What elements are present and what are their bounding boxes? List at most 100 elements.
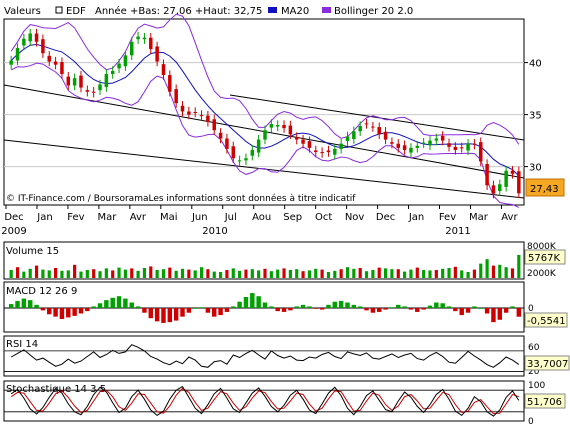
- macd-panel: MACD 12 26 9 0 -0,5541: [3, 281, 568, 333]
- series-swatch-edf: [55, 6, 63, 14]
- rsi-tick-60: 60: [528, 343, 540, 353]
- macd-bar: [415, 308, 420, 312]
- rsi-line: [4, 344, 524, 372]
- candle-body: [326, 150, 331, 153]
- date-tick-label: Oct: [315, 212, 332, 223]
- volume-bar: [333, 270, 337, 278]
- volume-bar: [466, 272, 470, 278]
- macd-bar: [256, 296, 261, 308]
- volume-bar: [130, 268, 134, 278]
- header-label-year-range: Année +Bas: 27,06 +Haut: 32,75: [95, 5, 262, 17]
- ma20-polyline: [10, 43, 520, 177]
- volume-bar: [320, 269, 324, 278]
- macd-bar: [91, 306, 96, 308]
- year-label: 2010: [202, 226, 227, 237]
- macd-bar: [218, 308, 223, 316]
- volume-bar: [174, 270, 178, 278]
- volume-bar: [307, 270, 312, 278]
- candle-body: [72, 78, 77, 86]
- candle-body: [479, 142, 483, 162]
- macd-bar: [497, 308, 503, 320]
- macd-bar: [123, 298, 128, 308]
- price-y-tick-label: 30: [529, 163, 542, 174]
- macd-bar: [192, 308, 198, 309]
- macd-bar: [427, 305, 433, 308]
- ma20-line: [10, 43, 520, 177]
- date-tick-label: Jul: [224, 212, 237, 223]
- macd-panel-title: MACD 12 26 9: [6, 286, 77, 297]
- year-label: 2009: [1, 226, 26, 237]
- macd-bar: [104, 300, 109, 308]
- candle-body: [294, 136, 299, 140]
- candle-body: [231, 146, 236, 159]
- candle-body: [123, 55, 128, 67]
- volume-tick-low: 2000K: [527, 269, 557, 279]
- candle-body: [85, 90, 90, 92]
- stochastic-last-box: [524, 393, 566, 409]
- volume-bar: [123, 269, 127, 278]
- price-grid: [4, 62, 524, 168]
- candle-body: [98, 84, 102, 91]
- volume-bar: [187, 269, 191, 278]
- macd-bar: [250, 293, 255, 308]
- volume-bar: [199, 267, 204, 278]
- candle-body: [434, 138, 439, 141]
- date-axis: Dec Jan Fev Mar Avr Mai Jun Jul Aou Sep Oct Nov Dec J…: [1, 205, 518, 237]
- volume-bar: [276, 269, 280, 278]
- volume-bar: [212, 271, 216, 278]
- volume-bar: [288, 270, 292, 278]
- macd-bar: [275, 308, 280, 312]
- volume-bar: [498, 264, 502, 278]
- macd-bar: [231, 306, 236, 308]
- macd-bar: [8, 304, 14, 308]
- date-tick-label: Nov: [345, 212, 365, 223]
- macd-bar: [205, 308, 211, 313]
- volume-bar: [460, 270, 464, 278]
- macd-bar: [66, 308, 71, 318]
- volume-bar: [155, 270, 159, 278]
- volume-bar: [485, 259, 489, 278]
- macd-bar: [288, 308, 293, 311]
- candle-body: [485, 164, 489, 186]
- volume-bar: [345, 267, 350, 278]
- macd-bar: [491, 308, 496, 323]
- bollinger-lower-band: [10, 62, 520, 208]
- candle-body: [339, 143, 343, 149]
- macd-bar: [300, 304, 306, 308]
- candle-body: [352, 131, 356, 140]
- macd-bar: [85, 308, 90, 312]
- macd-bar: [59, 308, 65, 319]
- price-y-tick-label: 35: [529, 111, 542, 122]
- candle-body: [358, 126, 362, 132]
- stochastic-panel-title: Stochastique 14 3 5: [6, 384, 106, 395]
- rsi-tick-20: 20: [528, 367, 540, 377]
- volume-bar: [28, 268, 32, 278]
- candle-body: [218, 132, 223, 139]
- macd-bar: [154, 308, 160, 322]
- macd-bar: [142, 308, 147, 313]
- rsi-panel-title: RSI 14: [6, 339, 38, 350]
- volume-bar: [409, 269, 413, 278]
- candle-body: [377, 127, 381, 135]
- candle-body: [212, 119, 216, 131]
- candle-body: [383, 131, 388, 140]
- volume-bar: [510, 268, 515, 278]
- stochastic-panel-frame: [3, 380, 525, 422]
- date-tick-label: Mai: [160, 212, 178, 223]
- macd-bar: [40, 308, 46, 311]
- volume-bar: [206, 269, 210, 278]
- volume-bar: [238, 270, 242, 278]
- volume-bar: [282, 268, 286, 278]
- candle-body: [9, 60, 13, 65]
- candle-body: [288, 125, 293, 135]
- macd-tick-zero: 0: [528, 304, 534, 314]
- volume-bar: [98, 271, 102, 278]
- volume-panel-title: Volume 15: [6, 246, 59, 257]
- copyright-note: © IT-Finance.com / BoursoramaLes informa…: [6, 193, 356, 204]
- date-tick-label: Avr: [501, 212, 518, 223]
- volume-bar: [314, 268, 318, 278]
- price-candles: [9, 28, 521, 199]
- macd-bar: [186, 308, 192, 313]
- volume-bar: [60, 270, 64, 278]
